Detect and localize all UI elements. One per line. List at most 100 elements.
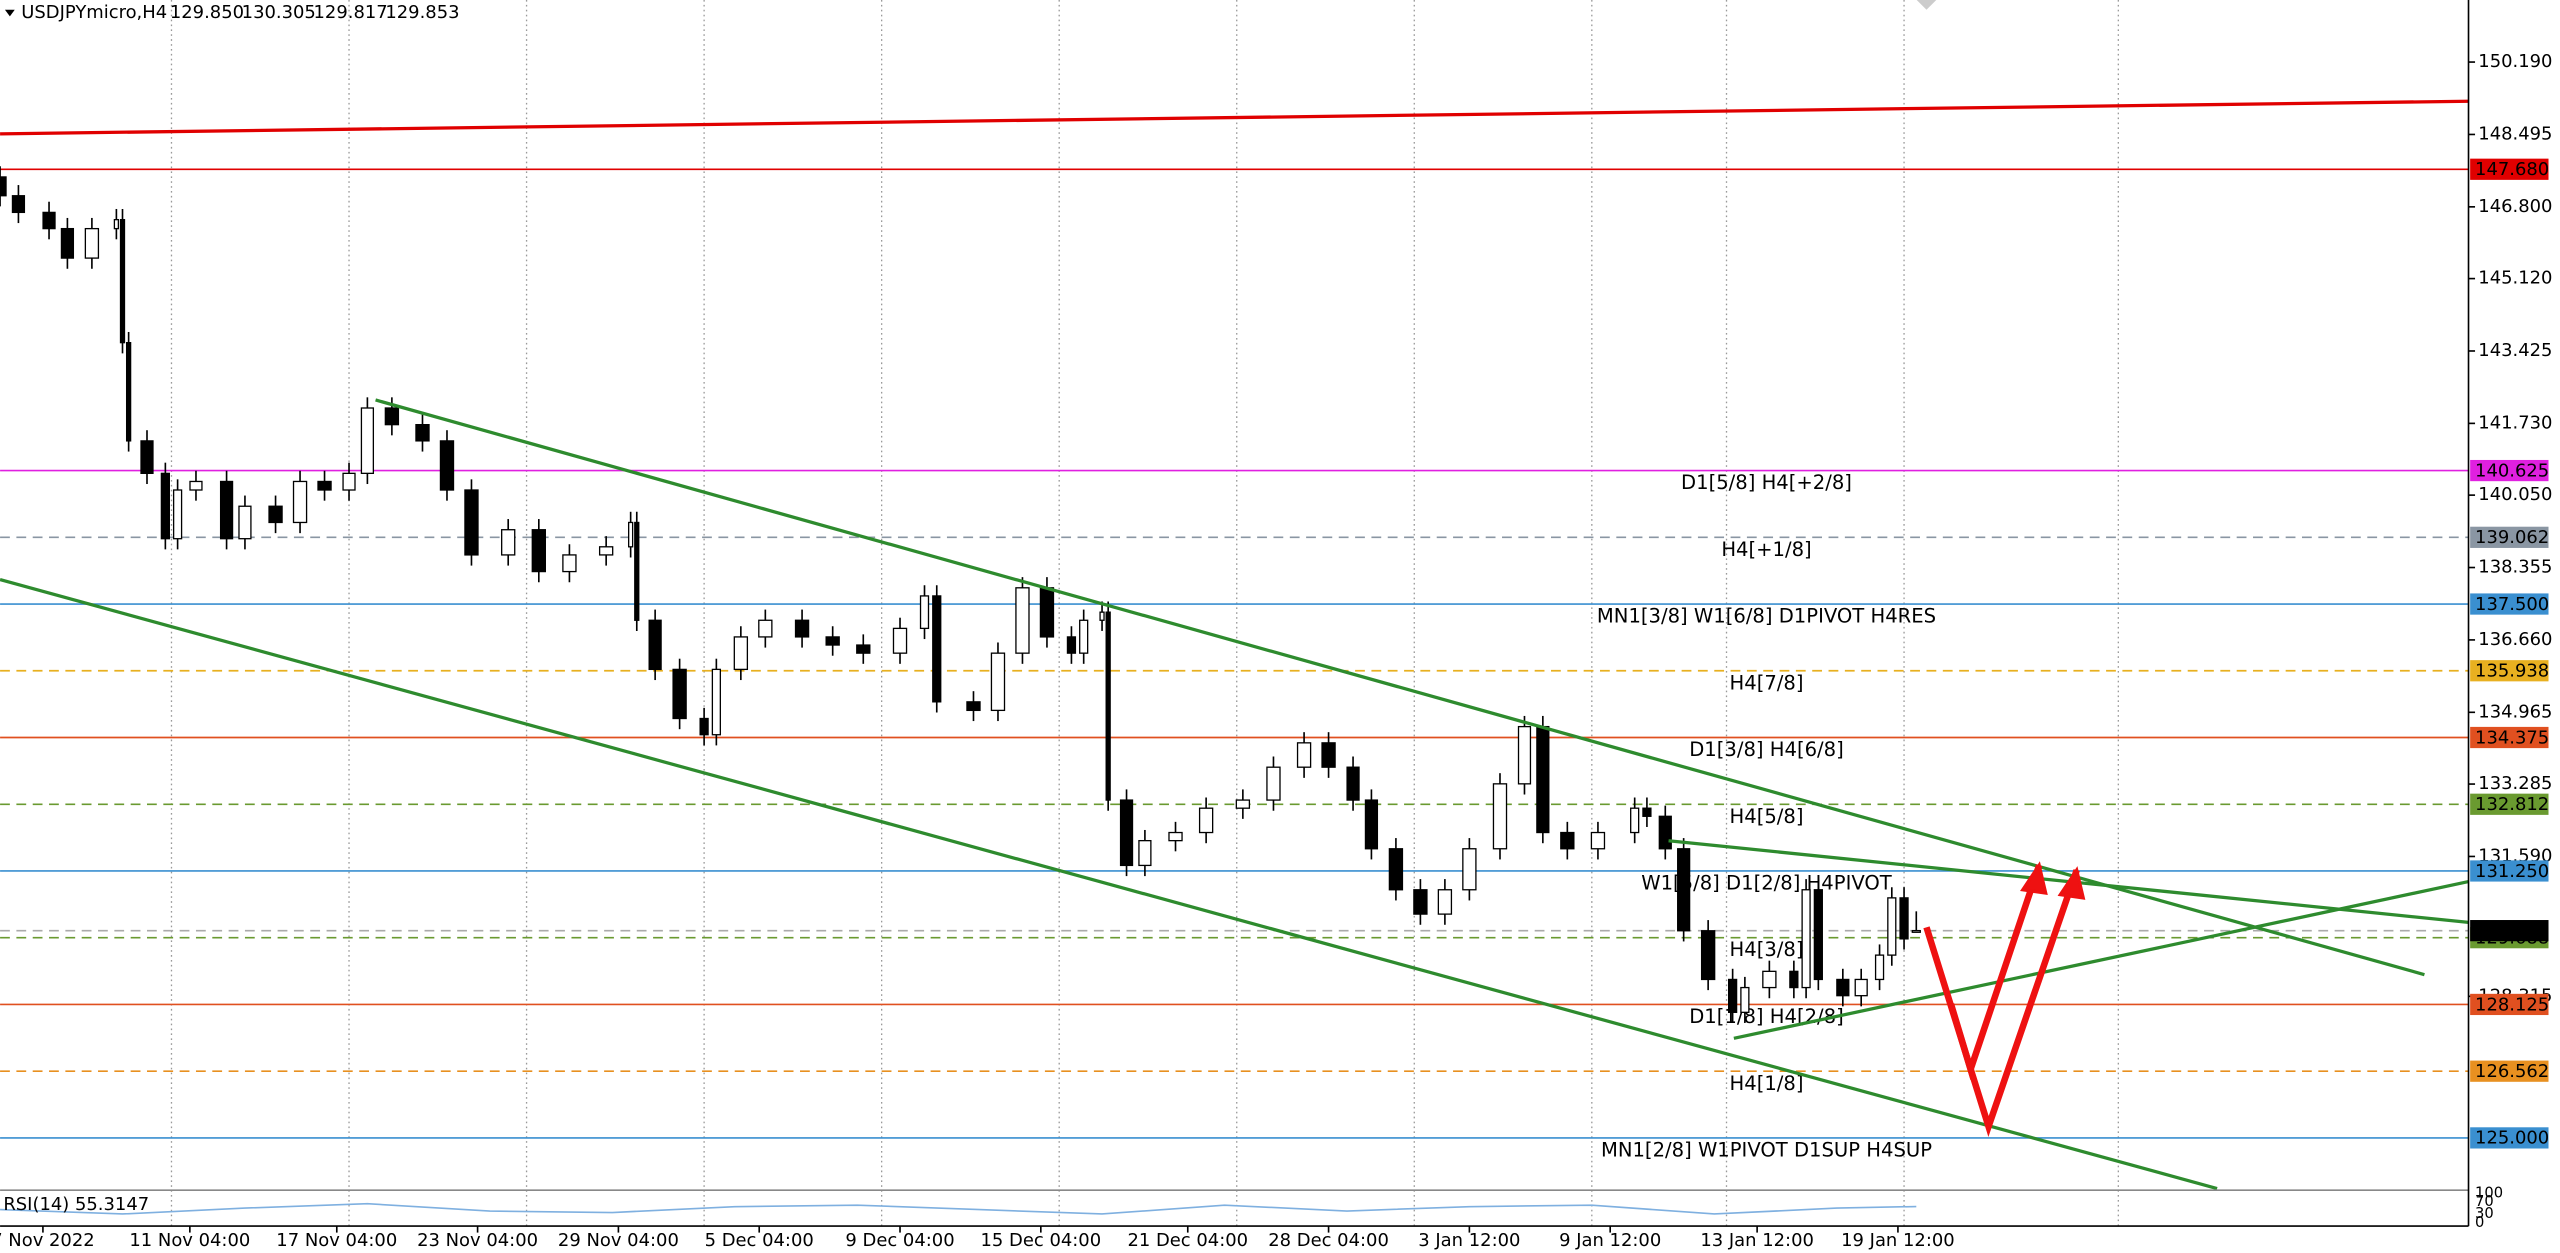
x-tick-label: 15 Dec 04:00	[981, 1230, 1102, 1251]
levels-layer: D1[5/8] H4[+2/8] H4[+1/8] MN1[3/8] W1[6/8]…	[0, 168, 2469, 1161]
x-tick-label: 11 Nov 04:00	[129, 1230, 250, 1251]
x-tick-label: 5 Dec 04:00	[705, 1230, 814, 1251]
level-price-label: 126.562	[2475, 1061, 2549, 1082]
open: 129.850	[170, 2, 244, 23]
candle-body	[1079, 619, 1089, 654]
menu-triangle	[4, 9, 15, 17]
candle-body	[384, 407, 400, 426]
candle-body	[1364, 799, 1379, 850]
candle-body	[1700, 930, 1716, 981]
candle-body	[140, 440, 154, 474]
level-annotation: D1[3/8] H4[6/8]	[1689, 738, 1844, 761]
candle-body	[794, 619, 810, 638]
candle-body	[919, 595, 930, 630]
candle-body	[634, 521, 640, 621]
y-tick-label: 133.285	[2478, 773, 2552, 794]
candle-body	[1630, 807, 1640, 834]
current-price-label: 129.853	[2475, 920, 2549, 941]
candle-body	[42, 211, 56, 230]
level-price-box	[2470, 660, 2549, 682]
y-tick-label: 143.425	[2478, 340, 2552, 361]
candle-body	[1296, 742, 1312, 768]
candle-body	[1642, 807, 1652, 817]
level-price-box	[2470, 726, 2549, 749]
x-tick-label: 3 Jan 12:00	[1418, 1230, 1520, 1251]
candle-body	[464, 489, 479, 556]
x-tick-label: 19 Jan 12:00	[1841, 1230, 1955, 1251]
candle-body	[1321, 742, 1336, 768]
level-annotation: W1[5/8] D1[2/8] H4PIVOT	[1641, 872, 1893, 895]
candle-body	[1762, 970, 1777, 989]
candle-body	[628, 521, 634, 548]
high: 130.305	[242, 2, 316, 23]
candle-body	[1740, 986, 1750, 1013]
level-price-label: 139.062	[2475, 527, 2549, 548]
candle-body	[342, 472, 356, 491]
level-price-box	[2470, 158, 2549, 180]
y-tick-label: 136.660	[2478, 629, 2552, 650]
y-tick-label: 145.120	[2478, 268, 2552, 289]
candle-body	[113, 219, 120, 230]
candle-body	[1492, 783, 1508, 850]
candle-body	[172, 489, 183, 540]
candle-body	[1266, 766, 1281, 801]
candle-body	[238, 505, 252, 540]
candle-body	[856, 644, 871, 654]
candle-body	[1677, 848, 1691, 932]
y-tick-label: 141.730	[2478, 412, 2552, 433]
candle-body	[1658, 815, 1672, 850]
candle-body	[1727, 978, 1738, 1013]
candle-body	[1413, 889, 1428, 915]
channel-lower	[0, 577, 2218, 1191]
candle-body	[1119, 799, 1134, 867]
candle-body	[1854, 978, 1868, 997]
level-price-box	[2470, 860, 2549, 882]
x-tick-label: 28 Dec 04:00	[1268, 1230, 1389, 1251]
channel-upper	[375, 398, 2425, 977]
candle-body	[1887, 897, 1897, 956]
candle-body	[439, 440, 455, 491]
grid-layer	[170, 0, 2119, 1227]
candle-body	[1168, 831, 1183, 842]
candle-body	[699, 717, 709, 736]
x-tick-label: 13 Jan 12:00	[1700, 1230, 1814, 1251]
level-price-label: 140.625	[2475, 460, 2549, 481]
y-tick-label: 146.800	[2478, 196, 2552, 217]
candle-body	[1039, 587, 1055, 638]
candle-body	[1813, 889, 1823, 981]
candle-body	[160, 472, 170, 540]
symbol: USDJPYmicro,H4	[21, 2, 167, 23]
x-tick-label: 21 Dec 04:00	[1127, 1230, 1248, 1251]
level-price-label: 131.250	[2475, 861, 2549, 882]
level-annotation: H4[1/8]	[1730, 1072, 1804, 1095]
forecast-arrow	[1923, 869, 2080, 1137]
candle-body	[317, 480, 332, 491]
header: USDJPYmicro,H4 129.850 130.305 129.817 1…	[4, 2, 460, 23]
candle-body	[0, 176, 7, 197]
level-annotation: H4[5/8]	[1730, 805, 1804, 828]
y-tick-label: 140.050	[2478, 484, 2552, 505]
low: 129.817	[314, 2, 388, 23]
candle-body	[1235, 799, 1251, 809]
x-tick-label: 23 Nov 04:00	[417, 1230, 538, 1251]
candle-body	[268, 505, 283, 524]
level-price-label: 135.938	[2475, 661, 2549, 682]
level-annotation: H4[3/8]	[1730, 938, 1804, 961]
axis-layer: 7 Nov 2022 11 Nov 04:00 17 Nov 04:00 23 Nov…	[0, 51, 2552, 1251]
marker	[1916, 0, 1937, 10]
x-tick-label: 7 Nov 2022	[0, 1230, 95, 1251]
x-tick-label: 9 Dec 04:00	[845, 1230, 954, 1251]
rsi-tick-label: 70	[2475, 1193, 2494, 1210]
candle-body	[1346, 766, 1360, 801]
level-price-label: 128.125	[2475, 994, 2549, 1015]
candle-body	[1388, 848, 1404, 891]
drawings	[0, 0, 2469, 1191]
candle-body	[1874, 954, 1885, 981]
level-price-label: 132.812	[2475, 794, 2549, 815]
candle-body	[1138, 839, 1152, 867]
y-tick-label: 148.495	[2478, 123, 2552, 144]
